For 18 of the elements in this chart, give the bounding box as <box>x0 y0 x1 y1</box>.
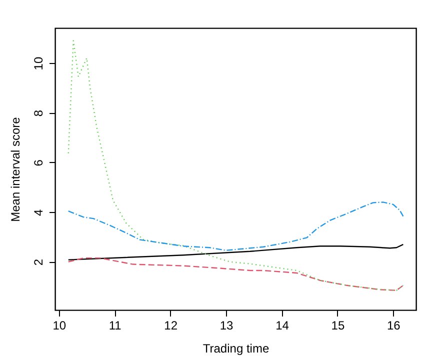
line-series <box>68 202 404 251</box>
x-tick-label: 10 <box>52 318 66 332</box>
line-series <box>68 40 404 291</box>
x-tick-label: 13 <box>220 318 234 332</box>
line-series <box>68 244 404 260</box>
x-tick-label: 16 <box>386 318 401 332</box>
y-tick-label: 10 <box>32 56 46 70</box>
x-tick-label: 15 <box>331 318 345 332</box>
x-tick-label: 12 <box>164 318 178 332</box>
y-axis-title: Mean interval score <box>8 116 22 222</box>
y-tick-label: 6 <box>32 159 46 166</box>
y-tick-label: 8 <box>32 110 46 117</box>
y-tick-label: 4 <box>32 208 46 216</box>
x-tick-label: 14 <box>276 318 290 332</box>
x-tick-label: 11 <box>108 318 122 332</box>
x-axis-title: Trading time <box>202 342 270 356</box>
line-series <box>68 257 404 291</box>
y-tick-label: 2 <box>32 258 46 266</box>
